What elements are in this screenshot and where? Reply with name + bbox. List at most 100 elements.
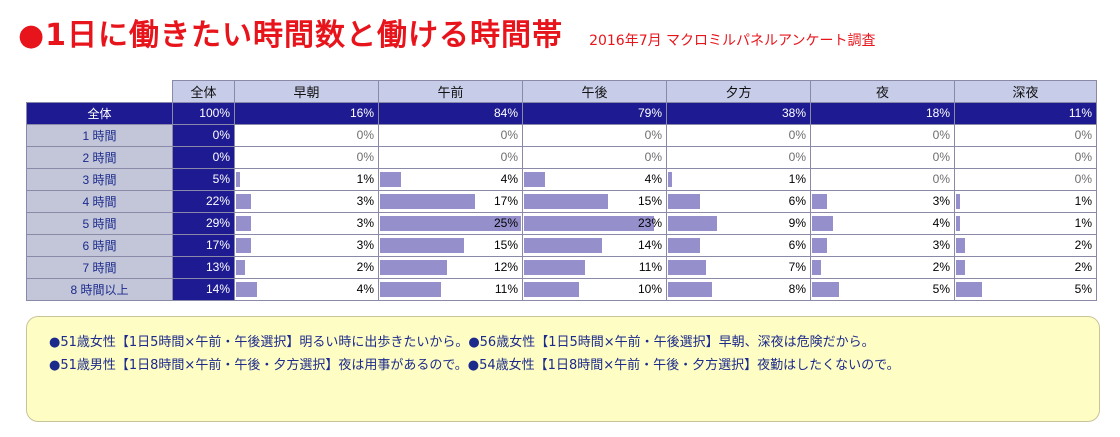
value-label: 14% <box>638 235 662 256</box>
data-cell: 0% <box>811 125 955 147</box>
row-header: 7 時間 <box>27 257 173 279</box>
table-row: 3 時間 5% 1% 4% 4% 1% 0% 0% <box>27 169 1097 191</box>
data-cell: 8% <box>667 279 811 301</box>
data-cell: 29% <box>173 213 235 235</box>
table-row: 5 時間 29% 3% 25% 23% 9% 4% 1% <box>27 213 1097 235</box>
value-label: 17% <box>494 191 518 212</box>
value-label: 23% <box>638 213 662 234</box>
value-label: 0% <box>789 147 806 168</box>
row-header: 全体 <box>27 103 173 125</box>
value-label: 3% <box>357 235 374 256</box>
value-bar <box>524 282 579 297</box>
row-header: 4 時間 <box>27 191 173 213</box>
data-cell: 11% <box>955 103 1097 125</box>
value-label: 0% <box>789 125 806 146</box>
data-cell: 14% <box>173 279 235 301</box>
data-cell: 0% <box>667 125 811 147</box>
data-cell: 38% <box>667 103 811 125</box>
data-cell: 1% <box>955 191 1097 213</box>
data-cell: 16% <box>235 103 379 125</box>
value-label: 10% <box>638 279 662 300</box>
value-bar <box>380 260 447 275</box>
value-label: 0% <box>645 147 662 168</box>
value-label: 3% <box>357 213 374 234</box>
value-bar <box>956 238 965 253</box>
col-header: 深夜 <box>955 81 1097 103</box>
data-cell: 23% <box>523 213 667 235</box>
value-bar <box>668 216 717 231</box>
data-cell: 22% <box>173 191 235 213</box>
value-label: 0% <box>357 125 374 146</box>
col-header: 夜 <box>811 81 955 103</box>
page-subtitle: 2016年7月 マクロミルパネルアンケート調査 <box>589 30 875 50</box>
value-bar <box>812 216 833 231</box>
data-cell: 0% <box>811 169 955 191</box>
data-cell: 4% <box>379 169 523 191</box>
data-cell: 15% <box>379 235 523 257</box>
page-title: ●1日に働きたい時間数と働ける時間帯 <box>18 10 563 54</box>
value-bar <box>380 238 464 253</box>
value-label: 0% <box>501 125 518 146</box>
value-label: 3% <box>933 191 950 212</box>
value-label: 25% <box>494 213 518 234</box>
value-label: 100% <box>199 103 230 124</box>
header-row: 全体 早朝 午前 午後 夕方 夜 深夜 <box>27 81 1097 103</box>
value-label: 5% <box>213 169 230 190</box>
value-label: 2% <box>1075 235 1092 256</box>
data-cell: 4% <box>523 169 667 191</box>
value-label: 12% <box>494 257 518 278</box>
row-header: 8 時間以上 <box>27 279 173 301</box>
value-bar <box>524 194 608 209</box>
value-label: 0% <box>213 125 230 146</box>
value-bar <box>668 260 706 275</box>
value-label: 0% <box>933 169 950 190</box>
value-bar <box>956 216 960 231</box>
value-label: 4% <box>357 279 374 300</box>
data-cell: 1% <box>235 169 379 191</box>
data-cell: 2% <box>811 257 955 279</box>
value-label: 0% <box>645 125 662 146</box>
value-label: 2% <box>933 257 950 278</box>
results-table: 全体 早朝 午前 午後 夕方 夜 深夜 全体 100% 16% 84% 79% 38% 18… <box>26 80 1097 301</box>
data-cell: 18% <box>811 103 955 125</box>
value-bar <box>956 282 982 297</box>
row-header: 1 時間 <box>27 125 173 147</box>
data-cell: 0% <box>235 125 379 147</box>
table-row: 8 時間以上 14% 4% 11% 10% 8% 5% 5% <box>27 279 1097 301</box>
value-label: 17% <box>206 235 230 256</box>
data-cell: 15% <box>523 191 667 213</box>
value-label: 4% <box>645 169 662 190</box>
data-cell: 0% <box>667 147 811 169</box>
value-bar <box>812 238 827 253</box>
data-cell: 6% <box>667 235 811 257</box>
value-bar <box>668 172 672 187</box>
value-label: 16% <box>350 103 374 124</box>
value-bar <box>956 260 965 275</box>
data-cell: 3% <box>235 213 379 235</box>
value-bar <box>524 238 602 253</box>
data-cell: 0% <box>379 125 523 147</box>
value-label: 1% <box>1075 213 1092 234</box>
data-cell: 0% <box>811 147 955 169</box>
value-label: 4% <box>933 213 950 234</box>
comments-box: ●51歳女性【1日5時間×午前・午後選択】明るい時に出歩きたいから。●56歳女性… <box>26 316 1100 422</box>
col-header: 夕方 <box>667 81 811 103</box>
value-label: 29% <box>206 213 230 234</box>
value-label: 13% <box>206 257 230 278</box>
value-bar <box>236 260 245 275</box>
value-bar <box>236 216 251 231</box>
value-label: 0% <box>933 147 950 168</box>
value-label: 84% <box>494 103 518 124</box>
data-cell: 0% <box>173 125 235 147</box>
value-bar <box>812 260 821 275</box>
value-label: 3% <box>933 235 950 256</box>
data-cell: 0% <box>955 125 1097 147</box>
value-label: 79% <box>638 103 662 124</box>
data-cell: 4% <box>235 279 379 301</box>
value-label: 14% <box>206 279 230 300</box>
value-label: 3% <box>357 191 374 212</box>
data-cell: 0% <box>955 169 1097 191</box>
value-label: 11% <box>639 257 662 278</box>
row-header: 2 時間 <box>27 147 173 169</box>
col-header: 全体 <box>173 81 235 103</box>
